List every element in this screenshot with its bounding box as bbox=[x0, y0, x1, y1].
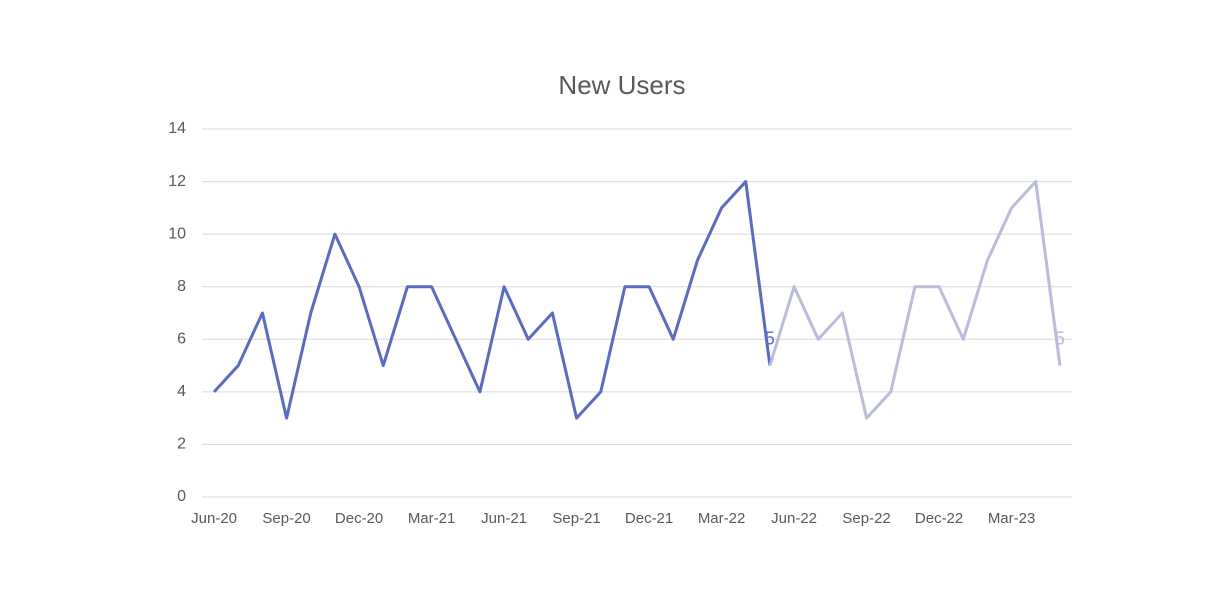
y-tick-label: 12 bbox=[168, 173, 186, 190]
y-tick-label: 4 bbox=[177, 383, 186, 400]
data-label: 5 bbox=[765, 328, 775, 348]
x-tick-label: Dec-20 bbox=[335, 510, 383, 527]
y-tick-label: 2 bbox=[177, 436, 186, 453]
y-tick-label: 14 bbox=[168, 120, 186, 137]
x-tick-label: Mar-21 bbox=[408, 510, 456, 527]
x-tick-label: Dec-21 bbox=[625, 510, 673, 527]
x-tick-label: Mar-22 bbox=[698, 510, 746, 527]
series-line bbox=[768, 180, 1062, 420]
x-tick-label: Jun-22 bbox=[771, 510, 817, 527]
y-tick-label: 10 bbox=[168, 225, 186, 242]
x-tick-label: Jun-21 bbox=[481, 510, 527, 527]
x-tick-label: Sep-20 bbox=[262, 510, 310, 527]
y-tick-label: 8 bbox=[177, 278, 186, 295]
x-tick-label: Dec-22 bbox=[915, 510, 963, 527]
x-tick-label: Jun-20 bbox=[191, 510, 237, 527]
x-tick-label: Mar-23 bbox=[988, 510, 1036, 527]
x-tick-label: Sep-22 bbox=[842, 510, 890, 527]
y-tick-label: 6 bbox=[177, 331, 186, 348]
chart-title: New Users bbox=[558, 70, 685, 100]
series-line bbox=[212, 180, 772, 420]
data-label: 5 bbox=[1055, 328, 1065, 348]
y-tick-label: 0 bbox=[177, 488, 186, 505]
x-tick-label: Sep-21 bbox=[552, 510, 600, 527]
